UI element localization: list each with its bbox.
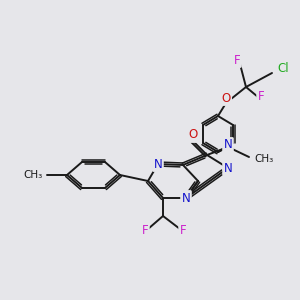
Text: CH₃: CH₃	[24, 170, 43, 180]
Text: N: N	[154, 158, 162, 170]
Text: N: N	[224, 139, 232, 152]
Text: CH₃: CH₃	[254, 154, 273, 164]
Text: Cl: Cl	[277, 62, 289, 76]
Text: F: F	[142, 224, 148, 238]
Text: O: O	[188, 128, 198, 142]
Text: F: F	[234, 53, 240, 67]
Text: F: F	[258, 91, 264, 103]
Text: N: N	[182, 191, 190, 205]
Text: O: O	[221, 92, 231, 104]
Text: N: N	[224, 161, 232, 175]
Text: F: F	[180, 224, 186, 238]
